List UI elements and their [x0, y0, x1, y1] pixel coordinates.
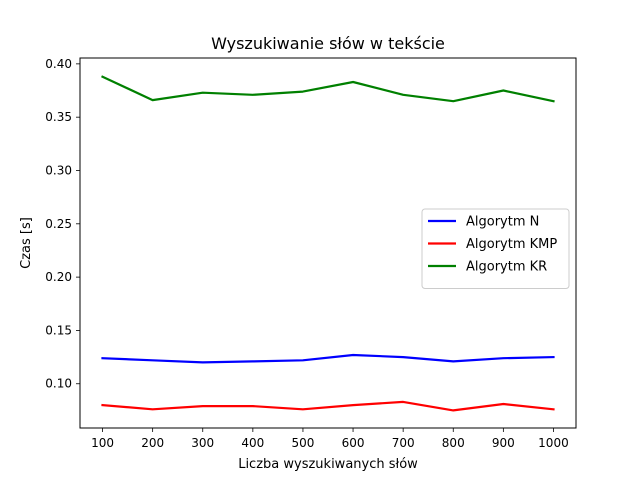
axes-frame	[79, 57, 577, 429]
chart-title: Wyszukiwanie słów w tekście	[211, 34, 445, 53]
y-tick-label: 0.40	[45, 57, 72, 71]
y-tick-label: 0.25	[45, 217, 72, 231]
series-line-1	[101, 400, 555, 412]
legend-label: Algorytm KMP	[466, 237, 557, 252]
y-tick-label: 0.35	[45, 110, 72, 124]
x-tick-label: 300	[191, 436, 214, 450]
legend-label: Algorytm KR	[466, 260, 547, 275]
legend-label: Algorytm N	[466, 215, 539, 230]
legend: Algorytm N Algorytm KMP Algorytm KR	[421, 208, 570, 289]
y-axis: 0.10 0.15 0.20 0.25 0.30 0.35 0.40	[45, 57, 80, 391]
x-axis: 100 200 300 400 500 600 700 800 900 1000	[91, 428, 569, 450]
y-axis-label: Czas [s]	[19, 217, 34, 269]
y-tick-label: 0.15	[45, 323, 72, 337]
x-tick-label: 200	[141, 436, 164, 450]
x-tick-label: 100	[91, 436, 114, 450]
plot-area	[101, 75, 555, 412]
x-tick-label: 800	[442, 436, 465, 450]
x-tick-label: 1000	[538, 436, 569, 450]
legend-box	[421, 208, 570, 289]
series-line-2	[101, 75, 555, 103]
y-tick-label: 0.30	[45, 163, 72, 177]
x-tick-label: 900	[492, 436, 515, 450]
y-tick-label: 0.10	[45, 377, 72, 391]
x-axis-label: Liczba wyszukiwanych słów	[238, 457, 418, 472]
x-tick-label: 600	[342, 436, 365, 450]
x-tick-label: 500	[291, 436, 314, 450]
series-line-0	[101, 353, 555, 364]
x-tick-label: 700	[392, 436, 415, 450]
y-tick-label: 0.20	[45, 270, 72, 284]
x-tick-label: 400	[241, 436, 264, 450]
